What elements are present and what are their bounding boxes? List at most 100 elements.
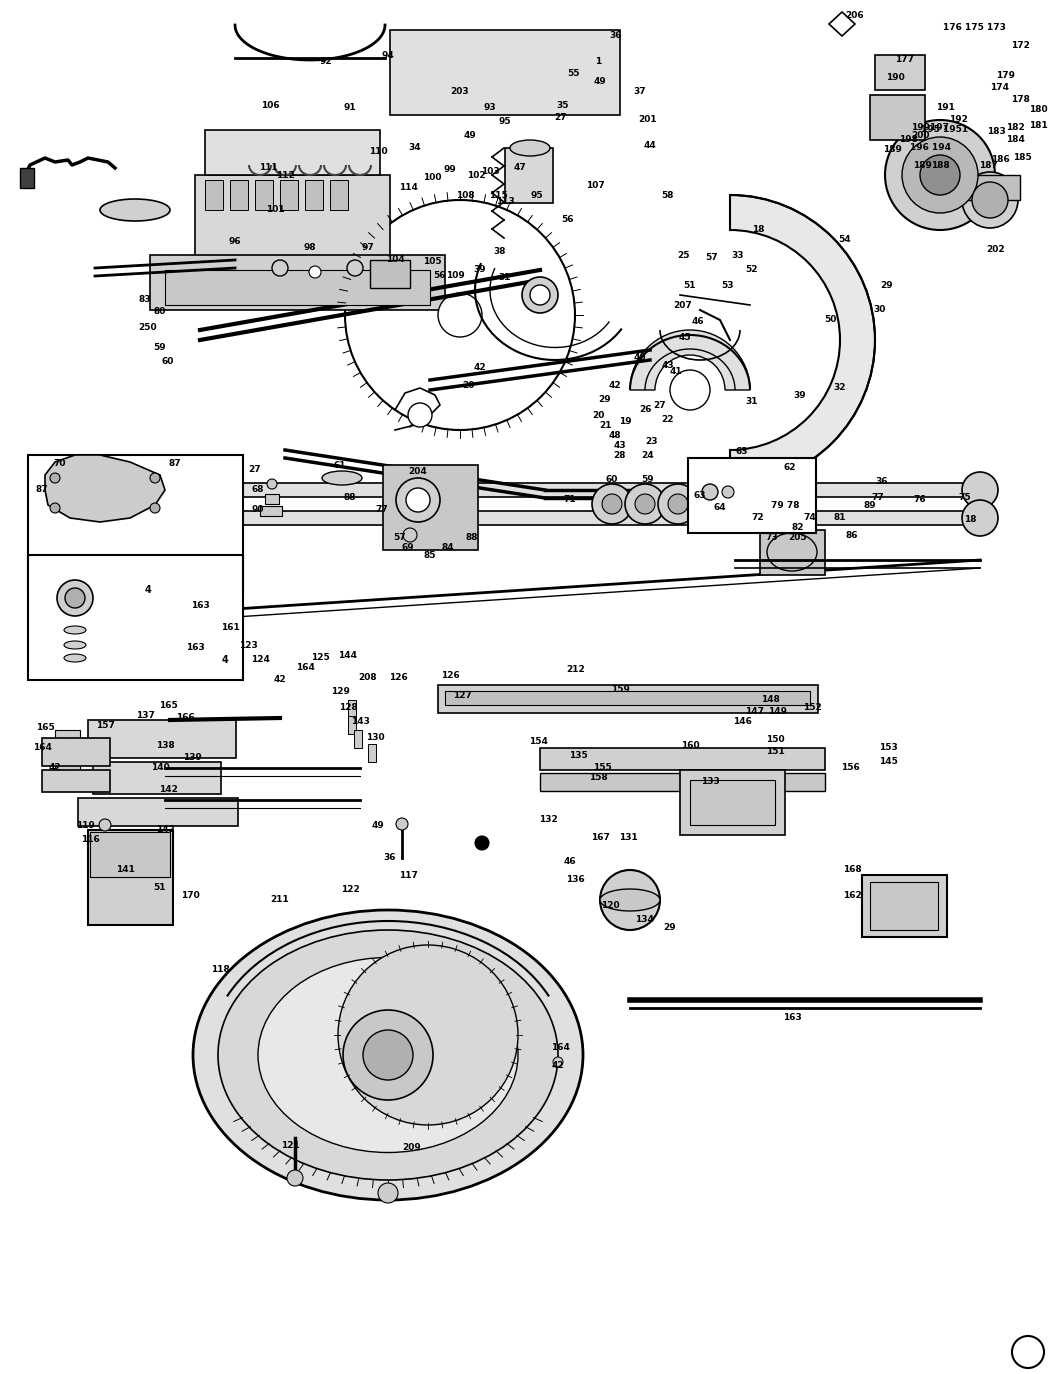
Text: 161: 161 xyxy=(220,624,239,632)
Text: 85: 85 xyxy=(424,551,436,559)
Text: 106: 106 xyxy=(260,100,279,110)
Circle shape xyxy=(363,1030,413,1080)
Bar xyxy=(165,271,430,305)
Text: 53: 53 xyxy=(721,280,734,290)
Bar xyxy=(370,260,410,289)
Text: 52: 52 xyxy=(746,265,758,275)
Wedge shape xyxy=(630,330,750,390)
Text: 177: 177 xyxy=(896,55,915,65)
Bar xyxy=(55,730,80,742)
Bar xyxy=(20,168,34,188)
Text: 68: 68 xyxy=(252,485,265,495)
Circle shape xyxy=(309,267,321,278)
Bar xyxy=(445,691,810,705)
Text: 142: 142 xyxy=(159,786,177,794)
Text: 31: 31 xyxy=(499,273,511,283)
Circle shape xyxy=(343,1010,433,1101)
Text: 42: 42 xyxy=(474,364,486,372)
Text: 59: 59 xyxy=(642,475,654,485)
Bar xyxy=(90,833,170,877)
Text: 80: 80 xyxy=(153,308,166,316)
Bar xyxy=(205,131,380,174)
Circle shape xyxy=(338,945,518,1125)
Text: 60: 60 xyxy=(606,475,618,485)
Bar xyxy=(42,738,110,765)
Bar xyxy=(265,495,279,504)
Text: 113: 113 xyxy=(496,198,514,206)
Text: 178: 178 xyxy=(1010,96,1029,104)
Ellipse shape xyxy=(100,199,170,221)
Circle shape xyxy=(50,473,86,508)
Circle shape xyxy=(962,500,998,536)
Text: 155: 155 xyxy=(592,764,611,772)
Text: 54: 54 xyxy=(839,235,852,245)
Ellipse shape xyxy=(64,654,86,662)
Text: 61: 61 xyxy=(334,460,346,470)
Bar xyxy=(540,747,825,769)
Circle shape xyxy=(722,486,734,497)
Text: 159: 159 xyxy=(610,686,629,694)
Circle shape xyxy=(65,588,85,609)
Text: 97: 97 xyxy=(361,243,375,253)
Text: 19: 19 xyxy=(618,418,631,426)
Text: 133: 133 xyxy=(700,778,719,786)
Circle shape xyxy=(530,284,550,305)
Text: 21: 21 xyxy=(598,420,611,430)
Text: 59: 59 xyxy=(153,344,166,353)
Text: 39: 39 xyxy=(794,390,806,400)
Text: 77: 77 xyxy=(872,493,884,503)
Text: 69: 69 xyxy=(402,544,415,552)
Bar xyxy=(870,882,938,930)
Text: 130: 130 xyxy=(365,734,384,742)
Text: 190: 190 xyxy=(885,73,904,82)
Bar xyxy=(255,180,273,210)
Bar xyxy=(88,830,173,925)
Text: 119: 119 xyxy=(76,820,94,830)
Text: 124: 124 xyxy=(251,655,270,665)
Text: 81: 81 xyxy=(834,514,846,522)
Text: 137: 137 xyxy=(135,710,154,720)
Text: 42: 42 xyxy=(609,381,622,389)
Text: 103: 103 xyxy=(481,168,500,176)
Text: 95: 95 xyxy=(530,191,543,199)
Circle shape xyxy=(50,503,60,513)
Text: 174: 174 xyxy=(990,84,1009,92)
Text: 37: 37 xyxy=(634,88,647,96)
Bar xyxy=(540,774,825,791)
Text: 98: 98 xyxy=(303,243,316,253)
Text: 205: 205 xyxy=(789,533,807,543)
Text: 121: 121 xyxy=(280,1140,299,1150)
Text: 187: 187 xyxy=(979,161,997,169)
Text: 185: 185 xyxy=(1012,154,1031,162)
Text: 153: 153 xyxy=(879,743,898,753)
Circle shape xyxy=(345,201,575,430)
Text: 189: 189 xyxy=(912,161,931,169)
Text: 4: 4 xyxy=(222,655,229,665)
Text: 138: 138 xyxy=(155,741,174,749)
Bar xyxy=(438,686,818,713)
Text: 101: 101 xyxy=(266,206,285,214)
Text: 136: 136 xyxy=(566,875,585,885)
Text: 135: 135 xyxy=(569,750,587,760)
Circle shape xyxy=(602,495,622,514)
Bar xyxy=(55,750,80,760)
Text: 184: 184 xyxy=(1006,136,1025,144)
Text: 48: 48 xyxy=(609,430,622,440)
Text: 201: 201 xyxy=(638,115,657,125)
Text: 57: 57 xyxy=(706,253,718,262)
Text: 73: 73 xyxy=(765,533,778,543)
Circle shape xyxy=(592,484,632,523)
Text: 94: 94 xyxy=(381,51,395,59)
Text: 38: 38 xyxy=(494,247,506,257)
Text: 42: 42 xyxy=(551,1061,564,1069)
Text: 26: 26 xyxy=(638,405,651,415)
Text: 188: 188 xyxy=(930,161,949,169)
Circle shape xyxy=(920,155,960,195)
Text: 23: 23 xyxy=(646,437,658,447)
Bar xyxy=(354,730,362,747)
Text: 141: 141 xyxy=(116,866,134,874)
Text: 63: 63 xyxy=(736,448,749,456)
Circle shape xyxy=(287,1171,303,1186)
Text: 89: 89 xyxy=(864,500,877,510)
Text: 164: 164 xyxy=(33,743,51,753)
